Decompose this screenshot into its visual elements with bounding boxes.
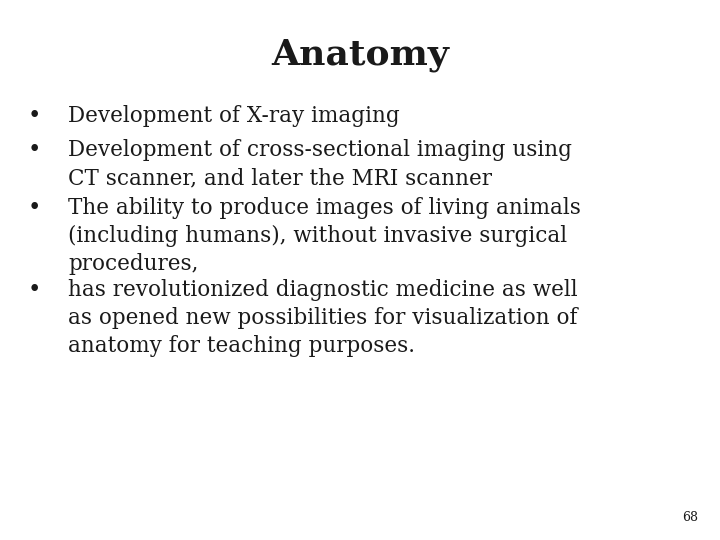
Text: has revolutionized diagnostic medicine as well
as opened new possibilities for v: has revolutionized diagnostic medicine a… xyxy=(68,279,578,357)
Text: 68: 68 xyxy=(682,511,698,524)
Text: Development of X-ray imaging: Development of X-ray imaging xyxy=(68,105,400,127)
Text: •: • xyxy=(28,279,41,301)
Text: Anatomy: Anatomy xyxy=(271,38,449,72)
Text: The ability to produce images of living animals
(including humans), without inva: The ability to produce images of living … xyxy=(68,197,581,275)
Text: Development of cross-sectional imaging using
CT scanner, and later the MRI scann: Development of cross-sectional imaging u… xyxy=(68,139,572,189)
Text: •: • xyxy=(28,139,41,161)
Text: •: • xyxy=(28,105,41,127)
Text: •: • xyxy=(28,197,41,219)
